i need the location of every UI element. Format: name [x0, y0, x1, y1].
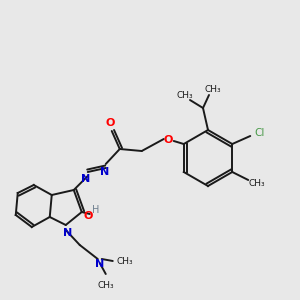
Text: CH₃: CH₃ — [177, 92, 193, 100]
Text: CH₃: CH₃ — [249, 179, 266, 188]
Text: H: H — [92, 205, 99, 215]
Text: N: N — [81, 174, 90, 184]
Text: CH₃: CH₃ — [205, 85, 221, 94]
Text: N: N — [63, 228, 72, 238]
Text: N: N — [95, 259, 104, 269]
Text: Cl: Cl — [254, 128, 264, 138]
Text: N: N — [100, 167, 110, 177]
Text: CH₃: CH₃ — [116, 256, 133, 266]
Text: CH₃: CH₃ — [98, 281, 114, 290]
Text: O: O — [105, 118, 114, 128]
Text: O: O — [163, 135, 172, 145]
Text: O: O — [83, 211, 92, 221]
